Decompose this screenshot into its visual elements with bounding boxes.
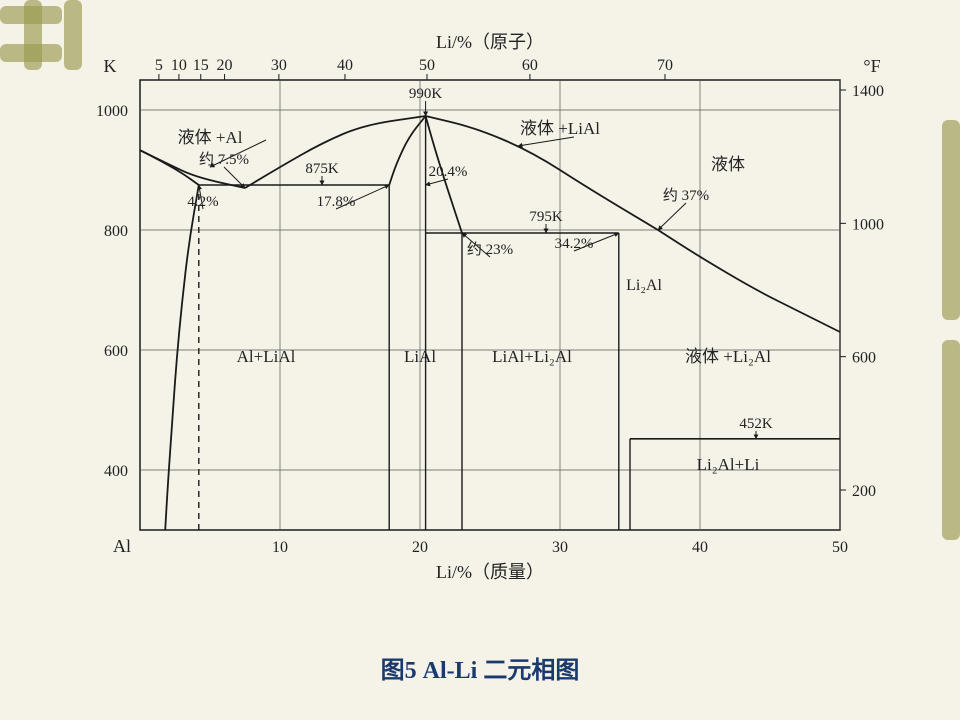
svg-text:1000: 1000 [852, 216, 884, 233]
svg-text:795K: 795K [529, 209, 563, 225]
svg-text:990K: 990K [409, 86, 443, 102]
svg-text:50: 50 [832, 539, 848, 556]
svg-text:60: 60 [522, 57, 538, 74]
svg-text:200: 200 [852, 483, 876, 500]
svg-text:5: 5 [155, 57, 163, 74]
svg-text:20: 20 [412, 539, 428, 556]
svg-text:K: K [104, 56, 117, 76]
svg-text:1400: 1400 [852, 83, 884, 100]
svg-text:1000: 1000 [96, 103, 128, 120]
svg-text:液体 +Li₂Al: 液体 +Li₂Al [685, 347, 771, 366]
svg-text:液体 +LiAl: 液体 +LiAl [520, 119, 600, 138]
svg-text:452K: 452K [739, 416, 773, 432]
svg-text:10: 10 [171, 57, 187, 74]
svg-text:Li/%（质量）: Li/%（质量） [436, 562, 544, 582]
svg-text:600: 600 [104, 343, 128, 360]
svg-text:20: 20 [217, 57, 233, 74]
svg-text:LiAl: LiAl [404, 347, 436, 366]
svg-text:LiAl+Li₂Al: LiAl+Li₂Al [492, 347, 572, 366]
svg-text:30: 30 [552, 539, 568, 556]
svg-text:Al: Al [113, 536, 131, 556]
svg-text:400: 400 [104, 463, 128, 480]
svg-text:Li₂Al: Li₂Al [626, 277, 662, 294]
svg-text:10: 10 [272, 539, 288, 556]
svg-text:Li₂Al+Li: Li₂Al+Li [697, 455, 760, 474]
svg-text:17.8%: 17.8% [317, 194, 356, 210]
svg-text:液体 +Al: 液体 +Al [178, 128, 243, 147]
phase-diagram: 10 20 30 40 50 400 600 800 1000 200 600 1000 1400 5 10… [0, 0, 960, 720]
svg-text:20.4%: 20.4% [429, 164, 468, 180]
svg-text:30: 30 [271, 57, 287, 74]
svg-text:15: 15 [193, 57, 209, 74]
svg-text:34.2%: 34.2% [555, 236, 594, 252]
svg-text:50: 50 [419, 57, 435, 74]
svg-text:约 7.5%: 约 7.5% [199, 151, 249, 168]
svg-text:Al+LiAl: Al+LiAl [237, 347, 296, 366]
svg-text:800: 800 [104, 223, 128, 240]
svg-text:液体: 液体 [711, 155, 745, 174]
svg-text:600: 600 [852, 350, 876, 367]
svg-text:70: 70 [657, 57, 673, 74]
svg-text:°F: °F [863, 56, 880, 76]
svg-text:约 37%: 约 37% [663, 187, 709, 204]
svg-text:40: 40 [692, 539, 708, 556]
svg-text:Li/%（原子）: Li/%（原子） [436, 32, 544, 52]
svg-text:40: 40 [337, 57, 353, 74]
svg-text:875K: 875K [305, 161, 339, 177]
figure-caption: 图5 Al-Li 二元相图 [0, 650, 960, 685]
